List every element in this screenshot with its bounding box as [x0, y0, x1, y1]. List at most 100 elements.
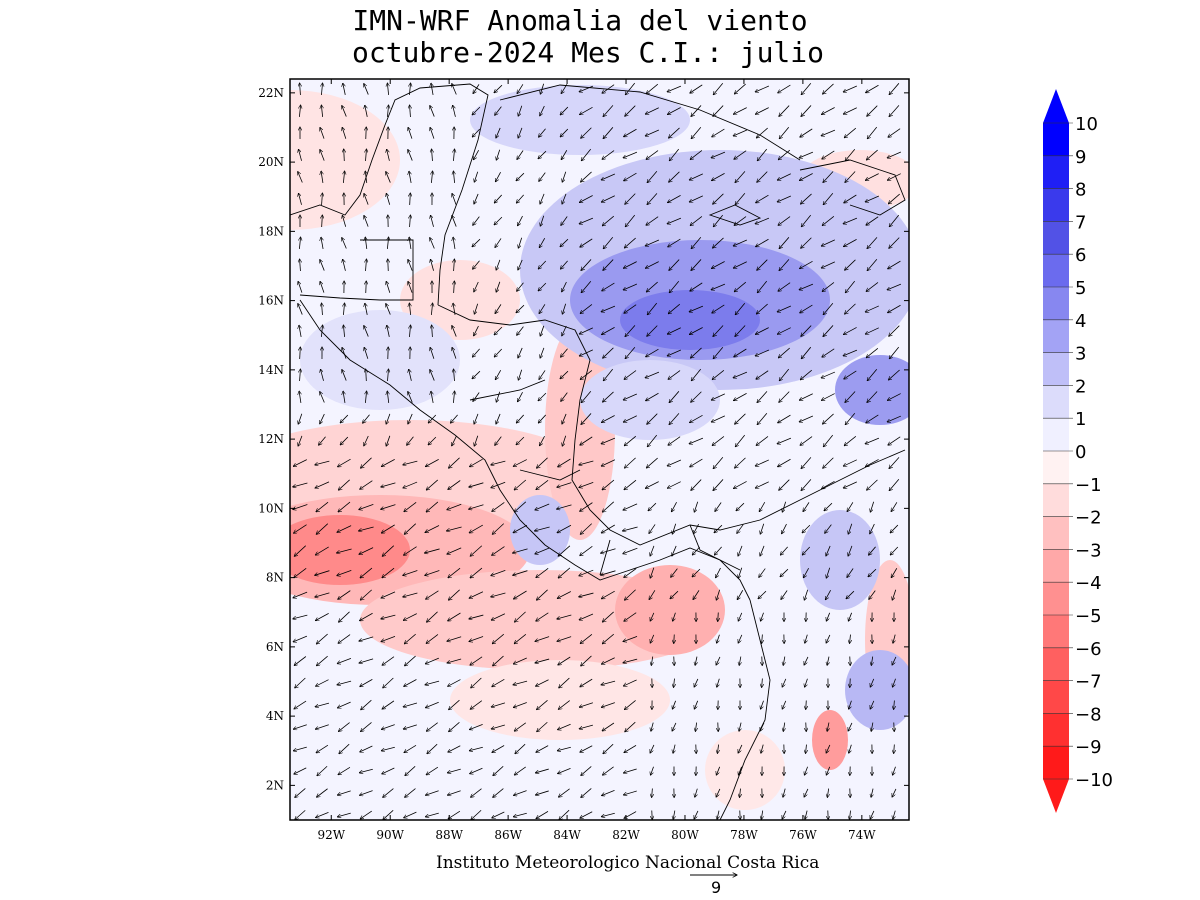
wind-vector	[827, 722, 829, 732]
wind-vector	[408, 281, 413, 293]
wind-vector	[760, 722, 765, 731]
wind-vector	[825, 589, 831, 600]
wind-vector	[316, 633, 328, 644]
wind-vector	[847, 568, 854, 577]
wind-vector	[580, 502, 593, 512]
wind-vector	[404, 744, 417, 752]
wind-vector	[650, 545, 655, 556]
wind-vector	[426, 634, 439, 643]
wind-vector	[734, 83, 746, 94]
wind-vector	[322, 303, 323, 316]
wind-vector	[759, 502, 766, 512]
wind-vector	[602, 391, 614, 402]
anomaly-region-negative	[290, 90, 400, 230]
wind-vector	[713, 214, 724, 227]
wind-vector	[538, 260, 547, 269]
wind-vector	[294, 568, 307, 577]
wind-vector	[800, 128, 813, 137]
wind-vector	[756, 303, 768, 314]
wind-vector	[712, 237, 724, 248]
wind-vector	[299, 325, 301, 337]
wind-vector	[602, 84, 615, 94]
colorbar-label: 4	[1075, 311, 1086, 332]
wind-vector	[342, 127, 347, 139]
wind-vector	[579, 613, 594, 620]
wind-vector	[887, 393, 901, 401]
wind-vector	[337, 680, 352, 685]
wind-vector	[890, 546, 899, 555]
wind-vector	[408, 149, 413, 161]
wind-vector	[474, 413, 479, 424]
anomaly-region-positive	[510, 495, 570, 565]
wind-vector	[315, 481, 330, 488]
wind-vector	[870, 700, 875, 709]
wind-vector	[803, 502, 810, 511]
wind-vector	[299, 391, 301, 403]
wind-vector	[579, 195, 593, 203]
longitude-axis: 92W 90W 88W 86W 84W 82W 80W 78W 76W 74W	[317, 79, 876, 842]
wind-vector	[601, 173, 616, 180]
yucatan-belize-border	[299, 239, 414, 301]
wind-vector	[778, 216, 791, 226]
jamaica-coast	[708, 204, 762, 226]
wind-vector	[801, 105, 812, 116]
wind-vector	[625, 325, 636, 336]
wind-vector	[690, 216, 703, 225]
wind-vector	[381, 482, 396, 487]
wind-vector	[866, 84, 879, 93]
wind-vector	[801, 237, 812, 248]
wind-vector	[739, 788, 740, 798]
colorbar-segment	[1043, 155, 1069, 189]
wind-vector	[403, 481, 418, 488]
wind-vector	[359, 636, 374, 641]
wind-vector	[865, 437, 880, 444]
wind-vector	[579, 482, 594, 487]
wind-vector	[893, 766, 896, 775]
wind-vector	[579, 569, 594, 576]
wind-vector	[647, 302, 658, 315]
wind-vector	[366, 259, 367, 272]
wind-vector	[625, 105, 636, 117]
wind-vector	[517, 150, 524, 159]
wind-vector	[386, 413, 391, 424]
wind-vector	[843, 349, 858, 356]
lat-tick-label: 16N	[258, 294, 284, 308]
wind-vector	[601, 524, 615, 533]
wind-vector	[870, 501, 875, 512]
wind-vector	[669, 171, 680, 182]
wind-vector	[867, 126, 878, 139]
wind-vector	[825, 524, 832, 534]
wind-vector	[667, 85, 682, 92]
wind-vector	[668, 436, 681, 446]
wind-vector	[843, 239, 857, 246]
wind-vector	[513, 459, 527, 467]
wind-vector	[738, 545, 743, 556]
wind-vector	[387, 83, 388, 96]
wind-vector	[365, 171, 367, 184]
wind-vector	[344, 149, 345, 162]
wind-vector	[426, 722, 438, 732]
wind-vector	[866, 149, 878, 160]
wind-vector	[713, 82, 724, 95]
wind-vector	[733, 481, 747, 488]
wind-vector	[625, 347, 636, 358]
wind-vector	[889, 457, 900, 468]
wind-vector	[448, 589, 460, 600]
wind-vector	[540, 193, 545, 204]
colorbar-segment	[1043, 385, 1069, 419]
wind-vector	[826, 567, 831, 578]
wind-vector	[689, 173, 703, 180]
wind-vector	[866, 282, 879, 291]
colorbar-label: 6	[1075, 245, 1086, 266]
wind-vector	[888, 193, 900, 204]
wind-vector	[366, 149, 367, 162]
wind-vector	[472, 370, 481, 379]
wind-vector	[336, 548, 352, 553]
wind-vector	[669, 259, 680, 271]
anomaly-region-positive	[845, 650, 909, 730]
wind-vector	[757, 171, 768, 183]
wind-vector	[425, 459, 439, 466]
wind-vector	[735, 434, 746, 447]
lon-tick-label: 74W	[848, 828, 876, 842]
wind-vector	[623, 393, 638, 400]
